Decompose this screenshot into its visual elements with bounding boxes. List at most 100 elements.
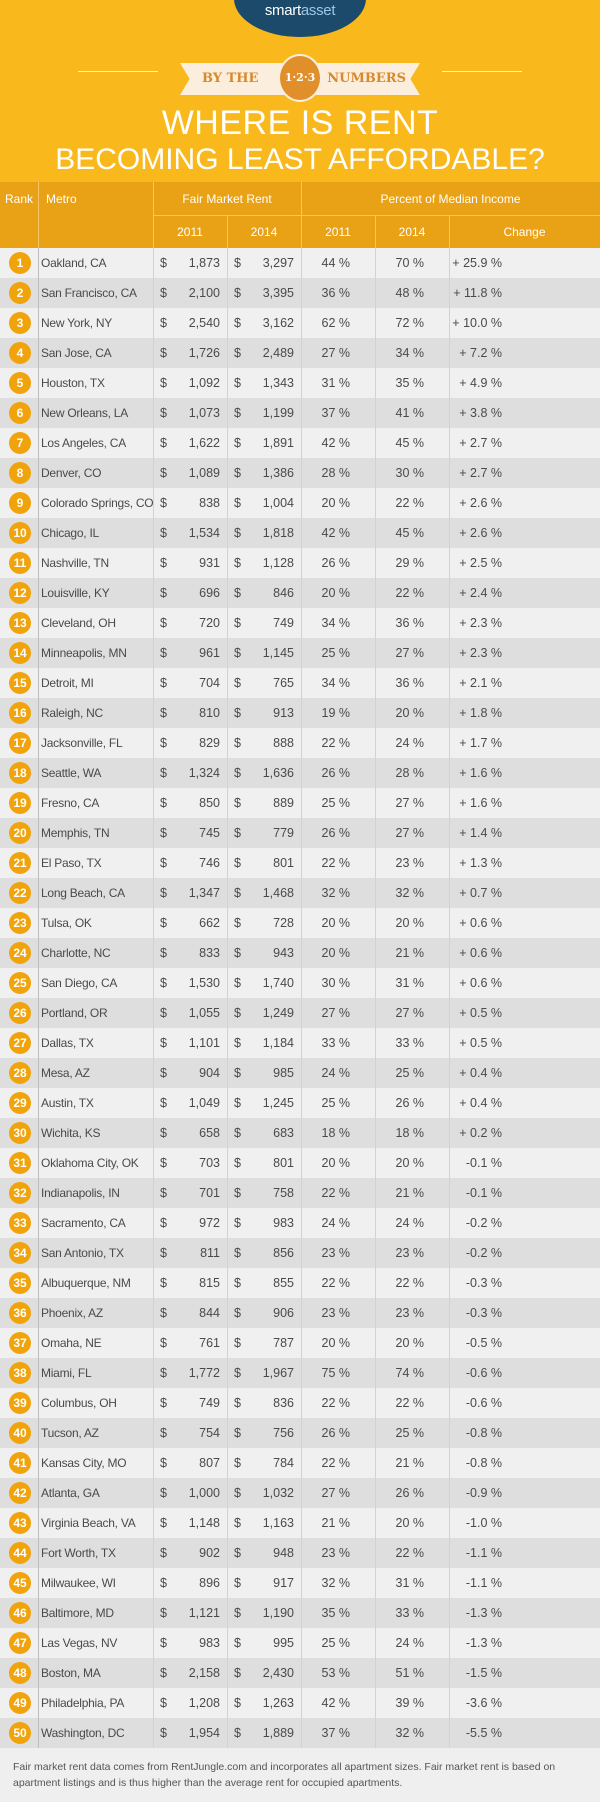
- currency-symbol: $: [234, 1456, 241, 1470]
- rent-2011: 1,073: [188, 406, 220, 420]
- rent-2014: 889: [273, 796, 294, 810]
- pct-change: -0.8 %: [465, 1456, 502, 1470]
- rent-2011: 1,772: [188, 1366, 220, 1380]
- currency-symbol: $: [234, 1036, 241, 1050]
- pct-income-2011: 22 %: [321, 1186, 351, 1200]
- rank-badge: 3: [9, 312, 31, 334]
- pct-income-2014: 74 %: [395, 1366, 425, 1380]
- table-row: 46 Baltimore, MD $ 1,121 $ 1,190 35 % 33…: [0, 1598, 600, 1628]
- pct-income-2014: 24 %: [395, 1216, 425, 1230]
- rent-2014: 1,128: [262, 556, 294, 570]
- rent-2011-cell: $ 850: [160, 788, 220, 818]
- rank-badge: 28: [9, 1062, 31, 1084]
- ribbon-right-text: NUMBERS: [327, 71, 406, 86]
- rent-2011: 833: [199, 946, 220, 960]
- pct-change: -0.5 %: [465, 1336, 502, 1350]
- pct-change: + 0.7 %: [459, 886, 502, 900]
- rent-2014-cell: $ 683: [234, 1118, 294, 1148]
- rent-2014-cell: $ 756: [234, 1418, 294, 1448]
- smartasset-logo[interactable]: smartasset: [234, 0, 366, 37]
- pct-change: -5.5 %: [465, 1726, 502, 1740]
- rent-2014-cell: $ 2,489: [234, 338, 294, 368]
- currency-symbol: $: [234, 1696, 241, 1710]
- rent-2011-cell: $ 1,954: [160, 1718, 220, 1748]
- table-row: 48 Boston, MA $ 2,158 $ 2,430 53 % 51 % …: [0, 1658, 600, 1688]
- currency-symbol: $: [234, 1606, 241, 1620]
- rent-2014-cell: $ 3,297: [234, 248, 294, 278]
- rent-2011-cell: $ 658: [160, 1118, 220, 1148]
- rent-2014: 1,740: [262, 976, 294, 990]
- pct-income-2011: 20 %: [321, 916, 351, 930]
- rent-2014: 1,184: [262, 1036, 294, 1050]
- rent-2014-cell: $ 888: [234, 728, 294, 758]
- rent-2011-cell: $ 931: [160, 548, 220, 578]
- pct-income-2011: 42 %: [321, 526, 351, 540]
- rent-2011: 749: [199, 1396, 220, 1410]
- rent-2014: 906: [273, 1306, 294, 1320]
- currency-symbol: $: [160, 1156, 167, 1170]
- rent-2014-cell: $ 889: [234, 788, 294, 818]
- currency-symbol: $: [234, 706, 241, 720]
- currency-symbol: $: [234, 1546, 241, 1560]
- rent-2014-cell: $ 728: [234, 908, 294, 938]
- rent-2011-cell: $ 815: [160, 1268, 220, 1298]
- rent-2011: 1,000: [188, 1486, 220, 1500]
- rent-2011-cell: $ 1,772: [160, 1358, 220, 1388]
- pct-income-2011: 42 %: [321, 436, 351, 450]
- metro-name: Miami, FL: [41, 1366, 92, 1380]
- rent-2011: 961: [199, 646, 220, 660]
- currency-symbol: $: [234, 1246, 241, 1260]
- rank-badge: 17: [9, 732, 31, 754]
- rent-2014: 985: [273, 1066, 294, 1080]
- currency-symbol: $: [160, 616, 167, 630]
- rent-2014: 917: [273, 1576, 294, 1590]
- rent-2011-cell: $ 833: [160, 938, 220, 968]
- rank-badge: 37: [9, 1332, 31, 1354]
- currency-symbol: $: [234, 646, 241, 660]
- table-row: 19 Fresno, CA $ 850 $ 889 25 % 27 % + 1.…: [0, 788, 600, 818]
- pct-change: + 1.3 %: [459, 856, 502, 870]
- pct-income-2014: 32 %: [395, 1726, 425, 1740]
- currency-symbol: $: [234, 1276, 241, 1290]
- rent-2014: 1,004: [262, 496, 294, 510]
- pct-change: + 2.3 %: [459, 616, 502, 630]
- rank-badge: 16: [9, 702, 31, 724]
- currency-symbol: $: [160, 1306, 167, 1320]
- rent-2011-cell: $ 1,049: [160, 1088, 220, 1118]
- currency-symbol: $: [234, 976, 241, 990]
- pct-income-2014: 22 %: [395, 1546, 425, 1560]
- pct-income-2014: 23 %: [395, 1246, 425, 1260]
- currency-symbol: $: [234, 1096, 241, 1110]
- pct-income-2011: 26 %: [321, 826, 351, 840]
- pct-income-2014: 27 %: [395, 796, 425, 810]
- table-row: 13 Cleveland, OH $ 720 $ 749 34 % 36 % +…: [0, 608, 600, 638]
- pct-income-2014: 20 %: [395, 1336, 425, 1350]
- metro-name: Washington, DC: [41, 1726, 125, 1740]
- metro-name: Milwaukee, WI: [41, 1576, 116, 1590]
- metro-name: Long Beach, CA: [41, 886, 125, 900]
- rent-2011: 972: [199, 1216, 220, 1230]
- rent-2014: 3,395: [262, 286, 294, 300]
- rent-2014-cell: $ 765: [234, 668, 294, 698]
- rank-badge: 21: [9, 852, 31, 874]
- pct-income-2014: 28 %: [395, 766, 425, 780]
- pct-income-2011: 28 %: [321, 466, 351, 480]
- pct-income-2011: 25 %: [321, 1636, 351, 1650]
- pct-income-2014: 45 %: [395, 436, 425, 450]
- rent-2011: 1,324: [188, 766, 220, 780]
- pct-change: -1.3 %: [465, 1606, 502, 1620]
- rent-2014-cell: $ 983: [234, 1208, 294, 1238]
- currency-symbol: $: [160, 1696, 167, 1710]
- rank-badge: 14: [9, 642, 31, 664]
- pct-change: -0.2 %: [465, 1246, 502, 1260]
- rent-2014-cell: $ 749: [234, 608, 294, 638]
- metro-name: New Orleans, LA: [41, 406, 128, 420]
- pct-income-2014: 26 %: [395, 1486, 425, 1500]
- rent-2014-cell: $ 1,468: [234, 878, 294, 908]
- pct-income-2011: 35 %: [321, 1606, 351, 1620]
- rent-2011-cell: $ 829: [160, 728, 220, 758]
- metro-name: Denver, CO: [41, 466, 102, 480]
- table-row: 34 San Antonio, TX $ 811 $ 856 23 % 23 %…: [0, 1238, 600, 1268]
- currency-symbol: $: [160, 376, 167, 390]
- rent-2014: 1,145: [262, 646, 294, 660]
